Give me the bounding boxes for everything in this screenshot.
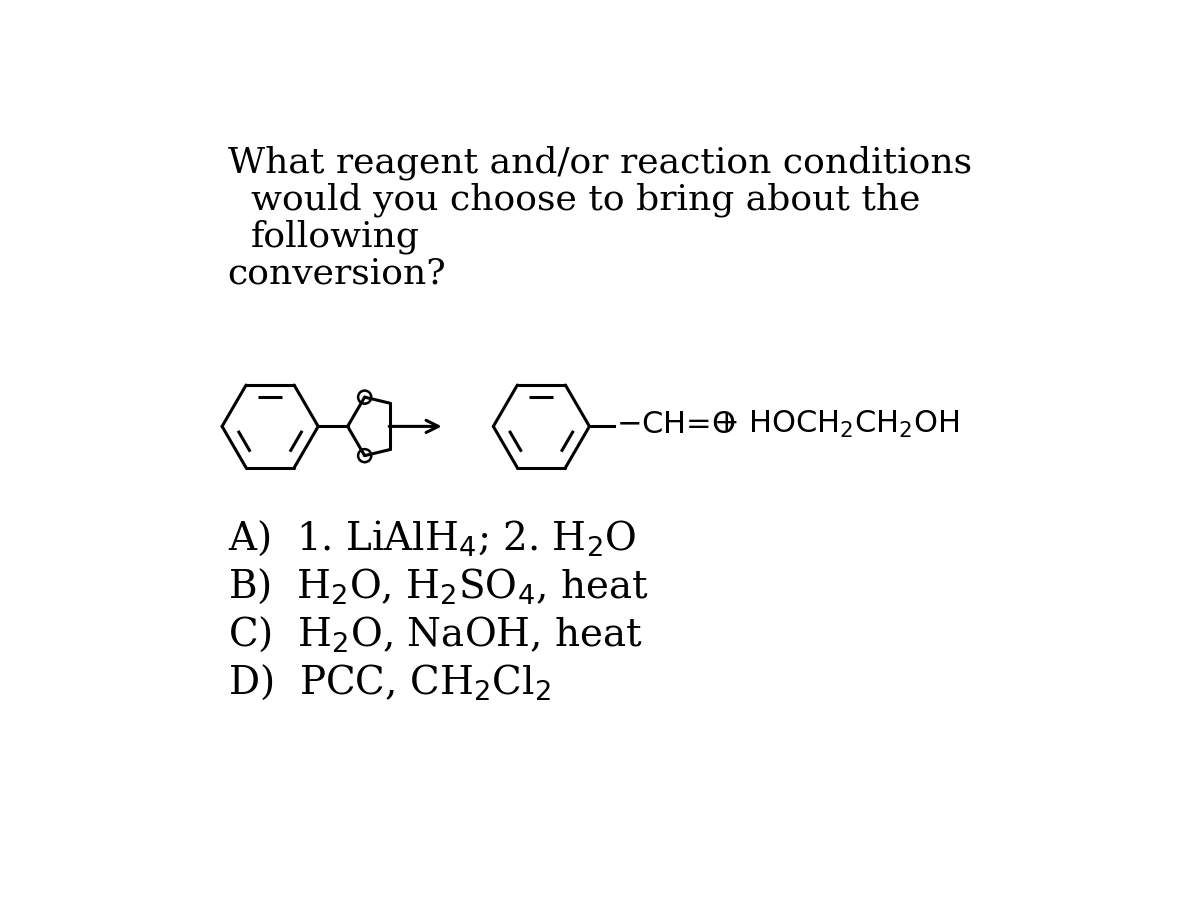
Text: What reagent and/or reaction conditions: What reagent and/or reaction conditions <box>228 146 972 180</box>
Text: A)  1. LiAlH$_4$; 2. H$_2$O: A) 1. LiAlH$_4$; 2. H$_2$O <box>228 518 636 559</box>
Text: $-$CH=O: $-$CH=O <box>616 410 736 440</box>
Text: D)  PCC, CH$_2$Cl$_2$: D) PCC, CH$_2$Cl$_2$ <box>228 662 551 702</box>
Text: $+$ HOCH$_2$CH$_2$OH: $+$ HOCH$_2$CH$_2$OH <box>714 409 960 441</box>
Text: conversion?: conversion? <box>228 256 446 290</box>
Text: C)  H$_2$O, NaOH, heat: C) H$_2$O, NaOH, heat <box>228 615 642 654</box>
Text: following: following <box>251 219 420 254</box>
Text: B)  H$_2$O, H$_2$SO$_4$, heat: B) H$_2$O, H$_2$SO$_4$, heat <box>228 566 648 606</box>
Text: would you choose to bring about the: would you choose to bring about the <box>251 182 920 217</box>
